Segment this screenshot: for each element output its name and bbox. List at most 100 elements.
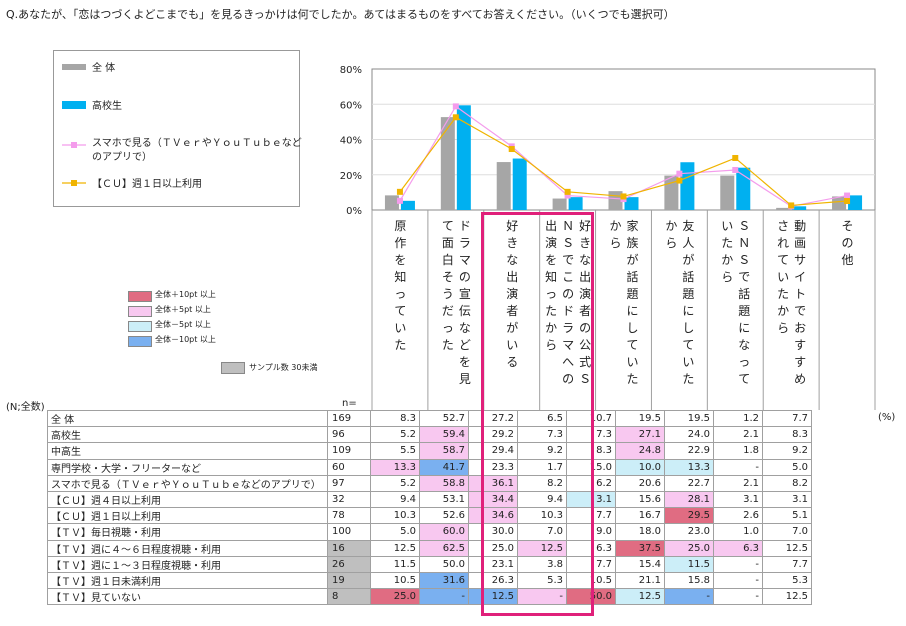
- y-tick-label: 60%: [340, 100, 362, 111]
- table-cell: 9.2: [762, 442, 812, 460]
- category-label-segment: い た か ら: [721, 219, 734, 284]
- table-cell: -: [664, 588, 714, 606]
- table-cell: 7.0: [762, 523, 812, 541]
- bar-highschool: [736, 167, 751, 210]
- row-label: 【ＴＶ】毎日視聴・利用: [47, 523, 328, 541]
- table-cell: 5.5: [370, 442, 420, 460]
- legend-swatch-line: [62, 142, 86, 148]
- shade-label: 全体＋5pt 以上: [155, 305, 211, 314]
- table-cell: 8.2: [517, 474, 567, 492]
- table-cell: 8.2: [762, 474, 812, 492]
- point-smartphone: [732, 166, 739, 173]
- table-cell: 37.5: [615, 539, 665, 557]
- bar-all: [720, 175, 735, 210]
- table-cell: 62.5: [419, 539, 469, 557]
- table-cell: 1.2: [713, 409, 763, 428]
- shade-label: 全体－10pt 以上: [155, 335, 216, 344]
- table-cell: 5.2: [370, 474, 420, 492]
- point-smartphone: [396, 197, 403, 204]
- shade-swatch: [128, 321, 152, 332]
- table-cell: 12.5: [370, 539, 420, 557]
- table-cell: 7.7: [762, 555, 812, 573]
- table-cell: 27.2: [468, 409, 518, 428]
- y-tick-label: 20%: [340, 171, 362, 182]
- row-label: 【ＣＵ】週１日以上利用: [47, 507, 328, 525]
- table-cell: 5.3: [762, 571, 812, 590]
- table-cell: 60.0: [419, 523, 469, 541]
- legend-label: 高校生: [92, 101, 122, 112]
- table-cell: 30.0: [468, 523, 518, 541]
- point-smartphone: [844, 192, 851, 199]
- y-tick-label: 40%: [340, 136, 362, 147]
- row-label: 【ＴＶ】週１日未満利用: [47, 571, 328, 590]
- point-cu: [564, 188, 571, 195]
- shade-legend-item: 全体－5pt 以上: [128, 320, 223, 332]
- table-cell: 28.1: [664, 490, 714, 509]
- table-cell: 6.2: [566, 474, 616, 492]
- sample-note-label: サンプル数 30未満: [249, 363, 318, 372]
- n-equals-label: n=: [342, 398, 357, 409]
- table-cell: 5.0: [370, 523, 420, 541]
- category-label-segment: て 面 白 そ う だ っ た: [441, 219, 454, 352]
- row-label: 【ＴＶ】週に４～６日程度視聴・利用: [47, 539, 328, 557]
- table-cell: 10.5: [370, 571, 420, 590]
- table-cell: 25.0: [370, 588, 420, 606]
- table-row: 【ＴＶ】週に４～６日程度視聴・利用 16 12.5 62.5 25.0 12.5 6.3 37…: [47, 539, 812, 557]
- row-n: 26: [327, 555, 371, 573]
- legend-label: 全 体: [92, 63, 116, 74]
- row-n: 109: [327, 442, 371, 460]
- point-cu: [676, 177, 683, 184]
- shade-label: 全体＋10pt 以上: [155, 290, 216, 299]
- category-label-segment: か ら: [665, 219, 678, 250]
- table-cell: 10.5: [566, 571, 616, 590]
- table-cell: 34.4: [468, 490, 518, 509]
- row-n: 19: [327, 571, 371, 590]
- bar-all: [608, 191, 623, 210]
- row-label: 専門学校・大学・フリーターなど: [47, 458, 328, 476]
- y-tick-label: 80%: [340, 65, 362, 76]
- row-n: 97: [327, 474, 371, 492]
- table-cell: 7.3: [517, 426, 567, 444]
- percent-unit-label: (%): [878, 412, 896, 423]
- point-smartphone: [564, 192, 571, 199]
- table-cell: 52.6: [419, 507, 469, 525]
- table-cell: 7.3: [566, 426, 616, 444]
- category-label-segment: 原 作 を 知 っ て い た: [394, 219, 407, 352]
- shade-swatch: [128, 336, 152, 347]
- table-cell: 13.3: [664, 458, 714, 476]
- table-cell: 7.7: [566, 507, 616, 525]
- table-cell: 23.0: [664, 523, 714, 541]
- table-cell: 3.1: [762, 490, 812, 509]
- table-cell: 8.3: [762, 426, 812, 444]
- table-cell: 36.1: [468, 474, 518, 492]
- category-label-segment: か ら: [609, 219, 622, 250]
- bar-highschool: [512, 158, 527, 210]
- table-cell: 7.7: [566, 555, 616, 573]
- table-row: 専門学校・大学・フリーターなど 60 13.3 41.7 23.3 1.7 15.0 10.0…: [47, 458, 812, 476]
- series-legend: 全 体 高校生 スマホで見る（ＴＶｅｒやＹｏｕＴｕｂｅなどのアプリで） 【ＣＵ】…: [53, 50, 302, 207]
- table-row: スマホで見る（ＴＶｅｒやＹｏｕＴｕｂｅなどのアプリで） 97 5.2 58.8 36.1…: [47, 474, 812, 492]
- table-cell: 29.4: [468, 442, 518, 460]
- data-table: 全 体 169 8.3 52.7 27.2 6.5 10.7 19.5 19.5 1.2 7.7 高校…: [47, 409, 812, 606]
- table-row: 【ＴＶ】週１日未満利用 19 10.5 31.6 26.3 5.3 10.5 21.1 15.8…: [47, 571, 812, 590]
- bar-highschool: [568, 197, 583, 210]
- table-cell: 19.5: [664, 409, 714, 428]
- table-cell: 24.0: [664, 426, 714, 444]
- table-cell: 41.7: [419, 458, 469, 476]
- table-cell: 2.1: [713, 474, 763, 492]
- category-label-segment: 家 族 が 話 題 に し て い た: [626, 219, 639, 386]
- table-cell: 12.5: [468, 588, 518, 606]
- table-cell: 1.8: [713, 442, 763, 460]
- row-label: 【ＴＶ】週に１～３日程度視聴・利用: [47, 555, 328, 573]
- table-cell: 13.3: [370, 458, 420, 476]
- row-label: 全 体: [47, 409, 328, 428]
- table-cell: 50.0: [566, 588, 616, 606]
- table-cell: 12.5: [615, 588, 665, 606]
- shade-label: 全体－5pt 以上: [155, 320, 211, 329]
- category-label-segment: Ｎ Ｓ で こ の ド ラ マ へ の: [562, 219, 575, 386]
- shade-legend-item: 全体＋10pt 以上: [128, 290, 223, 302]
- table-cell: 18.0: [615, 523, 665, 541]
- legend-label: 【ＣＵ】週１日以上利用: [92, 179, 202, 190]
- legend-swatch-line: [62, 180, 86, 186]
- table-cell: 9.0: [566, 523, 616, 541]
